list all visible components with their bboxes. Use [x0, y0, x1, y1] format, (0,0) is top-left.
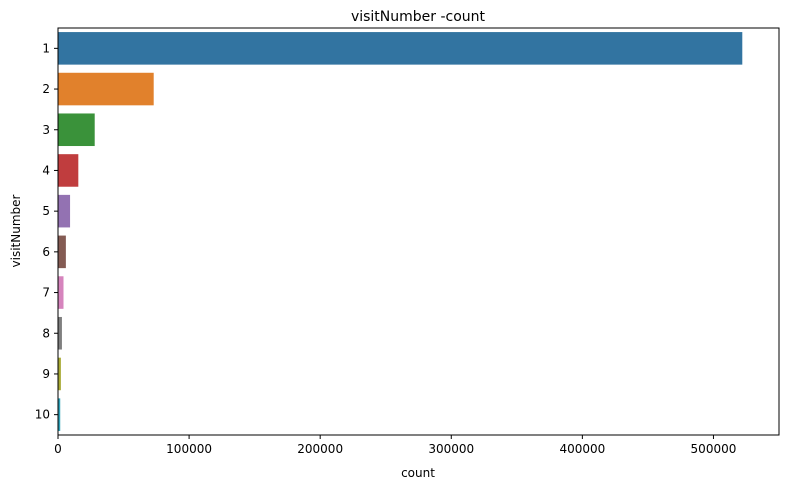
x-tick-label: 400000 — [559, 442, 605, 456]
x-tick-label: 500000 — [691, 442, 737, 456]
x-tick-label: 0 — [54, 442, 62, 456]
bar-1 — [58, 32, 743, 65]
bar-3 — [58, 113, 95, 147]
bar-2 — [58, 72, 154, 106]
y-tick-label: 9 — [42, 367, 50, 381]
y-tick-label: 2 — [42, 82, 50, 96]
y-tick-label: 3 — [42, 123, 50, 137]
y-tick-label: 1 — [42, 41, 50, 55]
x-axis-ticks: 0 100000 200000 300000 400000 500000 — [54, 435, 736, 456]
y-tick-label: 8 — [42, 326, 50, 340]
bar-10 — [58, 398, 61, 431]
plot-frame — [57, 27, 780, 436]
bar-5 — [58, 194, 71, 228]
y-axis-ticks: 1 2 3 4 5 6 7 8 9 10 — [35, 41, 58, 422]
bars-group — [58, 32, 743, 431]
x-tick-label: 100000 — [166, 442, 212, 456]
chart-title: visitNumber -count — [351, 9, 486, 25]
y-tick-label: 5 — [42, 204, 50, 218]
bar-6 — [58, 235, 66, 269]
y-tick-label: 6 — [42, 245, 50, 259]
bar-9 — [58, 357, 61, 391]
y-tick-label: 7 — [42, 286, 50, 300]
x-axis-label: count — [401, 466, 435, 480]
y-tick-label: 4 — [42, 163, 50, 177]
bar-7 — [58, 276, 64, 309]
y-tick-label: 10 — [35, 408, 50, 422]
x-tick-label: 300000 — [428, 442, 474, 456]
y-axis-label: visitNumber — [9, 194, 23, 267]
bar-8 — [58, 316, 62, 350]
x-tick-label: 200000 — [297, 442, 343, 456]
bar-4 — [58, 154, 79, 187]
